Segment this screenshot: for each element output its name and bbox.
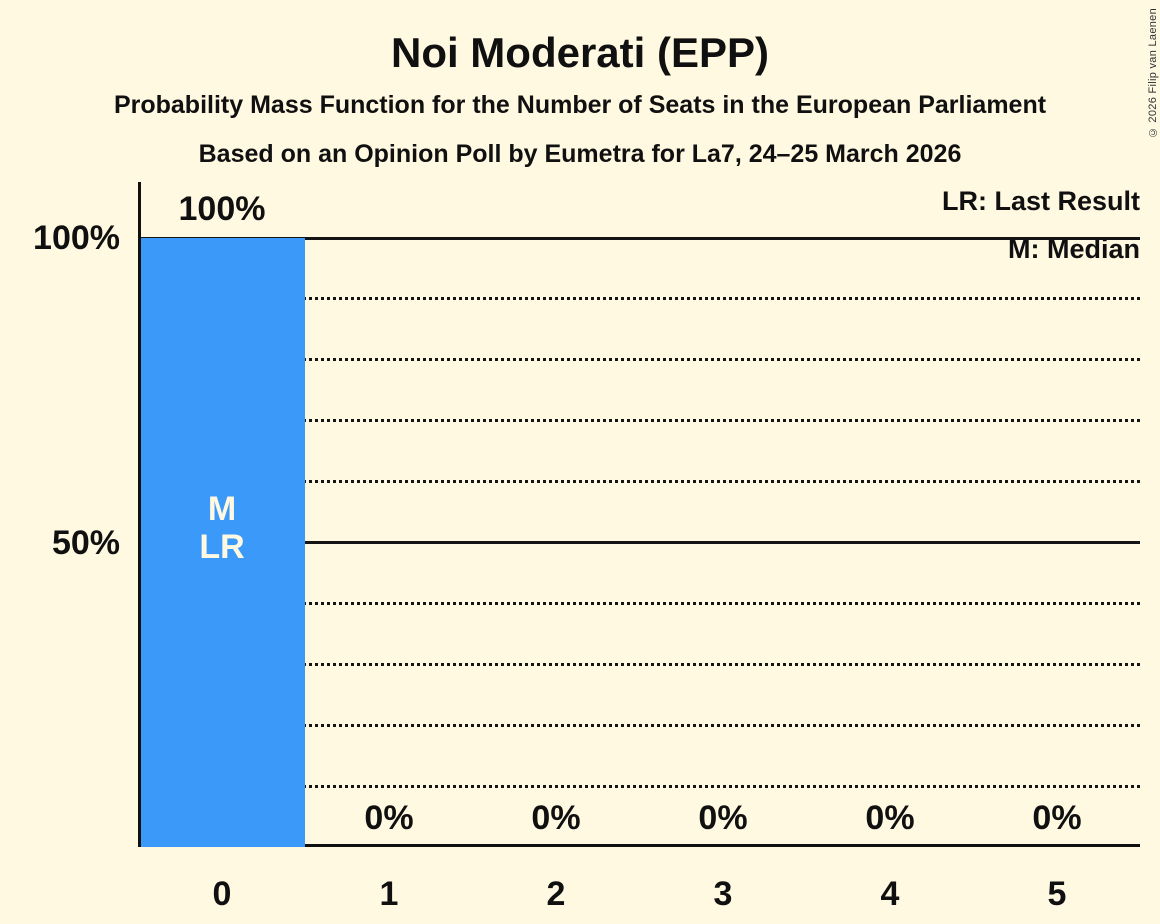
plot-inner: 100% M LR 0% 0% 0% 0% 0% — [140, 182, 1140, 847]
bar-seats-0 — [141, 238, 305, 847]
x-tick-label-3: 3 — [713, 875, 733, 913]
legend-last-result: LR: Last Result — [941, 186, 1140, 216]
gridline-dotted-70pct — [141, 419, 1140, 422]
x-tick-label-0: 0 — [212, 875, 232, 913]
gridline-dotted-10pct — [141, 785, 1140, 788]
x-tick-label-5: 5 — [1047, 875, 1067, 913]
bar-value-label-5: 0% — [1032, 799, 1082, 837]
gridline-dotted-30pct — [141, 663, 1140, 666]
bar-value-label-2: 0% — [531, 799, 581, 837]
gridline-dotted-90pct — [141, 297, 1140, 300]
gridline-solid-50pct — [141, 541, 1140, 544]
bar-value-label-1: 0% — [364, 799, 414, 837]
x-tick-label-2: 2 — [546, 875, 566, 913]
gridline-dotted-40pct — [141, 602, 1140, 605]
page-title: Noi Moderati (EPP) — [390, 29, 770, 76]
y-axis-tick-50: 50% — [51, 524, 120, 562]
x-tick-label-1: 1 — [379, 875, 399, 913]
annotation-line-lr: LR — [199, 528, 245, 566]
chart-subtitle-line2: Based on an Opinion Poll by Eumetra for … — [198, 140, 962, 168]
x-tick-label-4: 4 — [880, 875, 900, 913]
x-axis-labels: 0 1 2 3 4 5 — [141, 873, 1140, 917]
copyright-notice: © 2026 Filip van Laenen — [1147, 8, 1159, 139]
gridline-solid-100pct — [141, 237, 1140, 240]
gridline-dotted-20pct — [141, 724, 1140, 727]
median-last-result-marker: M LR — [140, 490, 304, 566]
bar-value-label-0: 100% — [178, 190, 266, 228]
plot-area: 100% M LR 0% 0% 0% 0% 0% — [138, 182, 1140, 847]
gridline-dotted-60pct — [141, 480, 1140, 483]
gridline-dotted-80pct — [141, 358, 1140, 361]
bar-value-label-3: 0% — [698, 799, 748, 837]
annotation-line-m: M — [207, 490, 237, 528]
chart-subtitle-line1: Probability Mass Function for the Number… — [113, 91, 1047, 119]
bar-value-label-4: 0% — [865, 799, 915, 837]
y-axis-tick-100: 100% — [33, 219, 120, 257]
